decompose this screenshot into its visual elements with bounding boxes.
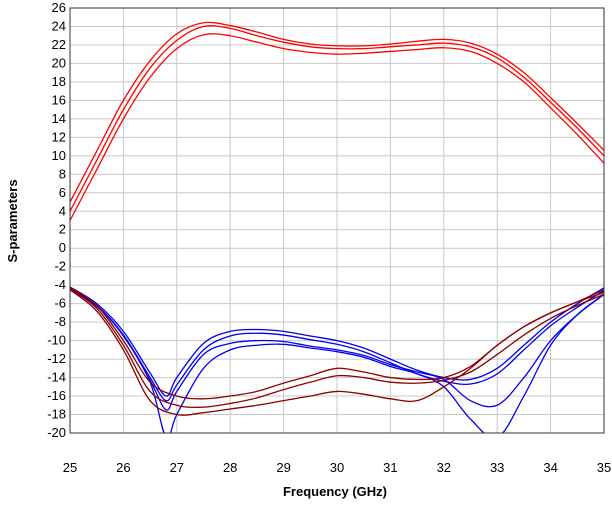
y-axis-title: S-parameters: [5, 179, 20, 262]
y-tick-label: -8: [54, 314, 66, 329]
x-tick-label: 30: [330, 460, 344, 475]
y-tick-label: 4: [59, 203, 66, 218]
x-tick-labels: 25 26 27 28 29 30 31 32 33 34 35: [63, 460, 611, 475]
y-tick-label: -18: [47, 407, 66, 422]
x-tick-label: 35: [597, 460, 611, 475]
y-tick-label: -20: [47, 425, 66, 440]
y-tick-label: 16: [52, 92, 66, 107]
x-tick-label: 31: [383, 460, 397, 475]
s21-curve: [70, 33, 604, 221]
y-tick-label: -10: [47, 333, 66, 348]
y-tick-label: 6: [59, 185, 66, 200]
y-tick-label: 22: [52, 37, 66, 52]
plot-frame: [69, 7, 605, 434]
x-tick-label: 25: [63, 460, 77, 475]
y-tick-label: 18: [52, 74, 66, 89]
s11-curve: [70, 289, 604, 402]
y-tick-label: -16: [47, 388, 66, 403]
x-tick-label: 33: [490, 460, 504, 475]
y-tick-labels: 26242220181614121086420-2-4-6-8-10-12-14…: [47, 0, 66, 440]
y-tick-label: -12: [47, 351, 66, 366]
s11-curve: [70, 287, 604, 433]
x-tick-label: 34: [543, 460, 557, 475]
y-tick-label: 0: [59, 240, 66, 255]
y-tick-label: 24: [52, 18, 66, 33]
curves: [70, 21, 604, 433]
x-tick-label: 26: [116, 460, 130, 475]
x-axis-title: Frequency (GHz): [283, 484, 387, 499]
y-tick-label: 12: [52, 129, 66, 144]
y-tick-label: 2: [59, 222, 66, 237]
s22-curve: [70, 289, 604, 416]
y-tick-label: 14: [52, 111, 66, 126]
s21-curve: [70, 21, 604, 203]
y-tick-label: 8: [59, 166, 66, 181]
x-tick-label: 28: [223, 460, 237, 475]
x-tick-label: 29: [276, 460, 290, 475]
y-tick-label: 26: [52, 0, 66, 15]
x-tick-label: 32: [437, 460, 451, 475]
y-tick-label: -4: [54, 277, 66, 292]
s11-curve: [70, 286, 604, 397]
y-tick-label: -6: [54, 296, 66, 311]
y-tick-label: -2: [54, 259, 66, 274]
x-tick-label: 27: [170, 460, 184, 475]
y-tick-label: 20: [52, 55, 66, 70]
y-tick-label: -14: [47, 370, 66, 385]
curve-group: [70, 21, 604, 433]
s21-curve: [70, 25, 604, 212]
y-tick-label: 10: [52, 148, 66, 163]
s22-curve: [70, 288, 604, 409]
